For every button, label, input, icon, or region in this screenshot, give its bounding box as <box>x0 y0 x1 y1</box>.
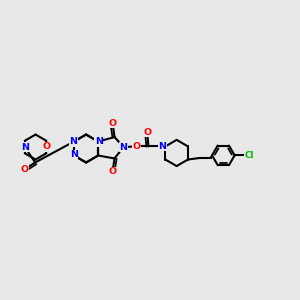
Text: N: N <box>70 150 78 159</box>
Text: N: N <box>158 142 166 151</box>
Text: O: O <box>133 142 141 151</box>
Text: N: N <box>69 137 77 146</box>
Text: O: O <box>42 142 50 151</box>
Text: N: N <box>21 143 29 152</box>
Text: O: O <box>21 165 29 174</box>
Text: N: N <box>95 137 103 146</box>
Text: O: O <box>109 167 117 176</box>
Text: O: O <box>109 118 117 127</box>
Text: N: N <box>119 142 128 152</box>
Text: Cl: Cl <box>245 151 254 160</box>
Text: O: O <box>143 128 152 137</box>
